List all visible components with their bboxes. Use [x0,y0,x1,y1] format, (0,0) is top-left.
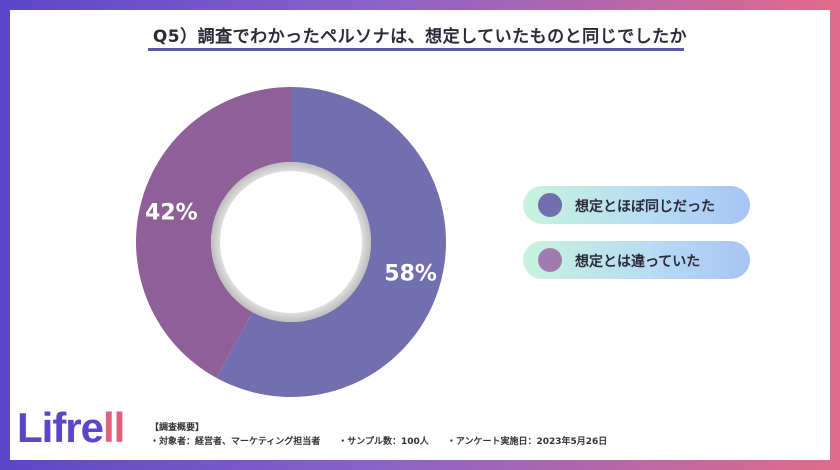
survey-sample: ・サンプル数：100人 [338,437,429,447]
slice-same [216,87,446,397]
slice-same-label: 58% [384,262,437,287]
legend-item-different: 想定とは違っていた [523,241,750,279]
survey-date: ・アンケート実施日：2023年5月26日 [446,437,608,447]
title-underline [148,48,684,51]
survey-notes: 【調査概要】 ・対象者：経営者、マーケティング担当者 ・サンプル数：100人 ・アン… [150,421,625,449]
legend-item-same: 想定とほぼ同じだった [523,186,750,224]
chart-title: Q5）調査でわかったペルソナは、想定していたものと同じでしたか [152,27,688,47]
legend-label-same: 想定とほぼ同じだった [575,199,715,215]
survey-target: ・対象者：経営者、マーケティング担当者 [150,437,321,447]
legend-swatch-different [538,248,562,272]
slice-different-label: 42% [145,200,198,225]
survey-heading: 【調査概要】 [150,423,205,433]
logo-text-accent: ll [103,404,125,451]
logo-text-main: Lifre [17,404,104,451]
slice-different [135,87,291,378]
donut-center [220,171,362,313]
legend-label-different: 想定とは違っていた [575,254,701,270]
legend-swatch-same [538,193,562,217]
lifrell-logo: Lifrell [17,404,125,452]
